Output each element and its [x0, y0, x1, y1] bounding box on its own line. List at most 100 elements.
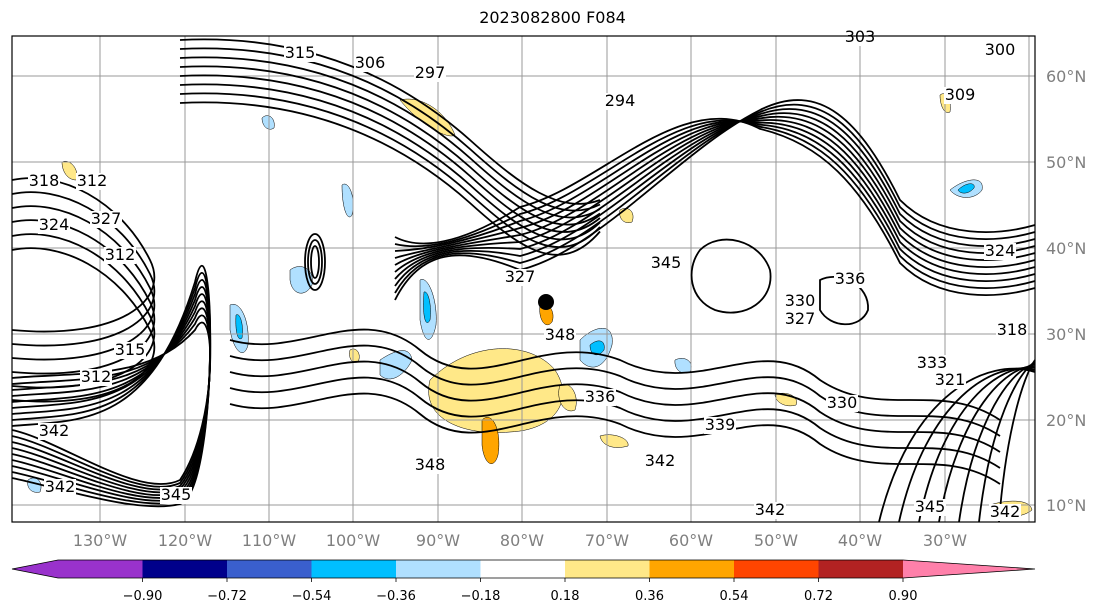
- colorbar-segment: [227, 560, 312, 578]
- contour-label: 330: [827, 393, 858, 412]
- contour-label: 324: [39, 215, 70, 234]
- contour-label-bg: [996, 322, 1028, 339]
- contour-label-bg: [826, 395, 858, 412]
- contour-label: 318: [29, 171, 60, 190]
- contour-label: 336: [835, 269, 866, 288]
- colorbar-segment: [142, 560, 227, 578]
- contour-label: 312: [105, 245, 136, 264]
- contour-label-bg: [650, 255, 682, 272]
- height-contour: [229, 360, 1001, 453]
- contour-label-bg: [644, 453, 676, 470]
- contour-label: 348: [415, 455, 446, 474]
- contour-label-bg: [414, 65, 446, 82]
- height-contour: [179, 101, 601, 256]
- contour-label: 342: [39, 421, 70, 440]
- anomaly-shade: [558, 383, 577, 412]
- colorbar-labels: −0.90 −0.72 −0.54 −0.36 −0.18 0.18 0.36 0.54 0.7…: [123, 578, 918, 604]
- contour-label-bg: [844, 29, 876, 46]
- colorbar-tick-label: 0.72: [804, 589, 833, 604]
- colorbar-tick-label: 0.18: [551, 589, 580, 604]
- contour-label-bg: [104, 247, 136, 264]
- contour-label: 315: [115, 340, 146, 359]
- contour-label: 312: [81, 367, 112, 386]
- lon-label: 60°W: [669, 531, 713, 550]
- contour-label-bg: [28, 173, 60, 190]
- contour-label: 342: [990, 502, 1021, 521]
- lon-label: 100°W: [326, 531, 381, 550]
- colorbar-segment: [311, 560, 396, 578]
- contour-label-bg: [604, 93, 636, 110]
- contour-label-bg: [44, 479, 76, 496]
- colorbar-tick-label: 0.54: [720, 589, 749, 604]
- colorbar-segment: [58, 560, 143, 578]
- lon-label: 70°W: [585, 531, 629, 550]
- contour-label: 336: [585, 387, 616, 406]
- contour-label: 345: [915, 497, 946, 516]
- contour-label-bg: [834, 271, 866, 288]
- contour-label-bg: [984, 42, 1016, 59]
- contour-label-bg: [754, 502, 786, 519]
- contour-label: 339: [705, 415, 736, 434]
- latitude-labels: 60°N 50°N 40°N 30°N 20°N 10°N: [1046, 67, 1086, 515]
- height-contour: [304, 233, 326, 291]
- contour-label-bg: [160, 487, 192, 504]
- height-contour: [11, 247, 156, 403]
- height-contour: [307, 239, 323, 285]
- colorbar-tick-label: −0.18: [461, 589, 501, 604]
- contour-layer: [11, 38, 1036, 523]
- height-contour: [179, 74, 601, 233]
- lat-label: 20°N: [1046, 411, 1086, 430]
- lon-label: 90°W: [416, 531, 460, 550]
- height-contour: [878, 367, 1036, 523]
- contour-label-bg: [784, 293, 816, 310]
- height-contour: [394, 120, 1036, 275]
- colorbar-segment: [565, 560, 650, 578]
- contour-label-bg: [114, 342, 146, 359]
- colorbar-segment: [649, 560, 734, 578]
- contour-label: 342: [645, 451, 676, 470]
- contour-label: 327: [505, 267, 536, 286]
- colorbar-tick-label: −0.90: [123, 589, 163, 604]
- height-contour: [11, 265, 212, 508]
- height-contour: [179, 83, 601, 241]
- contour-label: 294: [605, 91, 636, 110]
- contour-label: 321: [935, 370, 966, 389]
- colorbar-tick-label: 0.36: [635, 589, 664, 604]
- shading-layer: [27, 93, 1033, 517]
- anomaly-shade: [423, 291, 431, 323]
- height-contour: [394, 103, 1036, 294]
- contour-label-bg: [989, 504, 1021, 521]
- contour-label: 333: [917, 353, 948, 372]
- lon-label: 40°W: [838, 531, 882, 550]
- map-frame: [11, 35, 1036, 523]
- height-contour: [179, 38, 601, 205]
- contour-label-bg: [284, 45, 316, 62]
- contour-label: 309: [945, 85, 976, 104]
- height-contour: [394, 119, 1036, 268]
- contour-label-bg: [90, 211, 122, 228]
- contour-label-bg: [944, 87, 976, 104]
- lat-label: 40°N: [1046, 239, 1086, 258]
- height-contour: [394, 119, 1036, 289]
- contour-label-bg: [916, 355, 948, 372]
- lon-label: 30°W: [923, 531, 967, 550]
- contour-label: 315: [285, 43, 316, 62]
- height-contour: [394, 117, 1036, 296]
- contour-label: 330: [785, 291, 816, 310]
- anomaly-shade: [428, 348, 563, 433]
- colorbar-tick-label: 0.90: [889, 589, 918, 604]
- colorbar-segment: [480, 560, 565, 578]
- longitude-labels: 130°W 120°W 110°W 100°W 90°W 80°W 70°W 60°W 50°W…: [73, 531, 967, 550]
- colorbar-segment: [734, 560, 819, 578]
- contour-label: 297: [415, 63, 446, 82]
- colorbar-extend-low: [12, 560, 58, 578]
- height-contour: [394, 112, 1036, 280]
- contour-label-bg: [414, 457, 446, 474]
- lon-label: 80°W: [500, 531, 544, 550]
- contour-label: 324: [985, 241, 1016, 260]
- colorbar: [11, 559, 1036, 579]
- contour-label-bg: [80, 369, 112, 386]
- anomaly-shade: [481, 417, 500, 464]
- contour-label: 345: [651, 253, 682, 272]
- height-contour: [179, 56, 601, 219]
